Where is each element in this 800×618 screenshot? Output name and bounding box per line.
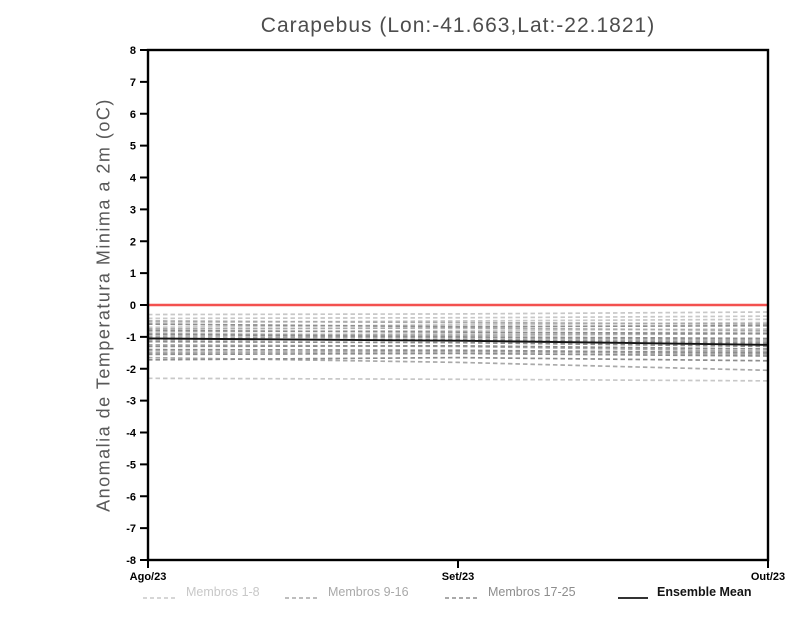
series-line (147, 356, 769, 372)
legend-item-membros-1-8: Membros 1-8 (143, 584, 260, 600)
series-line (147, 337, 769, 346)
dashed-line-sample-icon (143, 589, 177, 599)
series-line (147, 348, 769, 354)
y-tick-label: 0 (130, 300, 136, 312)
y-tick-label: -6 (126, 491, 136, 503)
y-tick-label: 7 (130, 77, 136, 89)
y-tick-label: -5 (126, 459, 136, 471)
y-tick-label: -2 (126, 364, 136, 376)
y-tick-label: -3 (126, 396, 136, 408)
y-tick-label: -8 (126, 555, 136, 567)
series-line (147, 340, 769, 348)
y-tick-label: 8 (130, 45, 136, 57)
y-tick-label: 1 (130, 268, 136, 280)
series-line (147, 320, 769, 325)
series-line (147, 344, 769, 350)
series-line (147, 321, 769, 329)
series-line (147, 323, 769, 328)
series-line (147, 333, 769, 340)
series-line (147, 350, 769, 356)
solid-line-sample-icon (618, 589, 648, 599)
series-line (147, 327, 769, 332)
legend: Membros 1-8 Membros 9-16 Membros 17-25 E… (0, 584, 800, 600)
series-line (147, 332, 769, 337)
series-line (147, 328, 769, 333)
series-line (147, 329, 769, 335)
x-tick-label: Set/23 (442, 571, 474, 583)
y-tick-label: 3 (130, 204, 136, 216)
x-tick-label: Out/23 (751, 571, 785, 583)
y-tick-label: -4 (126, 428, 137, 440)
y-tick-label: -7 (126, 523, 136, 535)
y-tick-label: -1 (126, 332, 136, 344)
series-line (147, 356, 769, 362)
y-tick-label: 2 (130, 236, 136, 248)
series-line (147, 377, 769, 382)
y-tick-label: 5 (130, 141, 136, 153)
dashed-line-sample-icon (285, 589, 319, 599)
legend-label: Membros 9-16 (328, 585, 409, 599)
y-tick-label: 6 (130, 109, 136, 121)
legend-item-membros-17-25: Membros 17-25 (445, 584, 576, 600)
series-line (147, 311, 769, 316)
chart-title: Carapebus (Lon:-41.663,Lat:-22.1821) (260, 14, 656, 37)
series-line (147, 331, 769, 337)
series-line (147, 352, 769, 357)
legend-item-membros-9-16: Membros 9-16 (285, 584, 409, 600)
y-tick-label: 4 (130, 173, 137, 185)
series-line (147, 315, 769, 320)
legend-item-ensemble-mean: Ensemble Mean (618, 584, 751, 600)
legend-label: Ensemble Mean (657, 585, 752, 599)
legend-label: Membros 17-25 (488, 585, 576, 599)
legend-label: Membros 1-8 (186, 585, 260, 599)
series-line (147, 318, 769, 324)
dashed-line-sample-icon (445, 589, 479, 599)
x-tick-label: Ago/23 (130, 571, 167, 583)
